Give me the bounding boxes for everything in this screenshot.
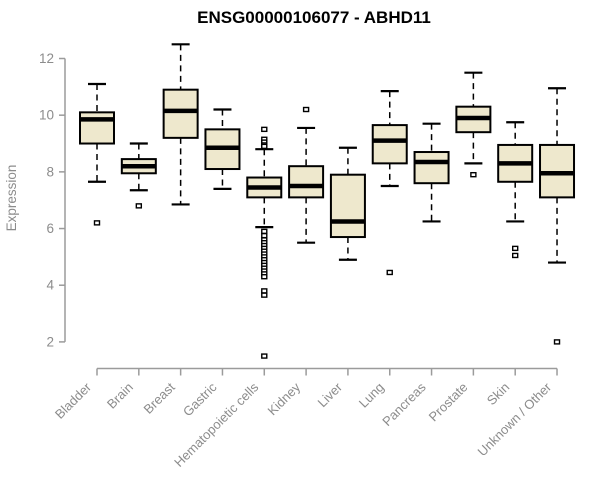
outlier-point (386, 269, 393, 276)
y-tick-label: 10 (39, 108, 54, 123)
iqr-box (288, 165, 325, 199)
x-category-label: Breast (141, 379, 178, 416)
x-category-label: Gastric (180, 379, 220, 419)
outlier-point (261, 274, 268, 280)
boxplot-skin (497, 121, 534, 259)
iqr-box (413, 151, 450, 185)
outlier-point (512, 252, 519, 259)
outlier-point (553, 339, 561, 345)
boxplot-prostate (455, 71, 492, 178)
x-category-label: Prostate (426, 380, 471, 425)
boxplot-unknown-other (539, 87, 576, 345)
outlier-point (261, 232, 268, 239)
iqr-box (79, 111, 115, 145)
iqr-box (329, 173, 366, 239)
x-category-label: Lung (356, 380, 387, 411)
x-category-label: Brain (104, 380, 136, 412)
iqr-box (371, 124, 408, 165)
boxplot-hematopoietic-cells (246, 126, 283, 359)
iqr-box (162, 88, 199, 139)
boxplot-pancreas (413, 122, 450, 223)
outlier-point (135, 203, 143, 209)
boxplot-liver (329, 146, 366, 261)
outlier-point (261, 288, 268, 294)
y-axis: 2 4 6 8 10 12 Expression (4, 51, 66, 349)
outlier-point (470, 171, 477, 178)
outlier-point (302, 106, 310, 113)
outlier-point (261, 228, 268, 235)
outlier-point (512, 245, 519, 252)
outlier-point (261, 143, 268, 150)
y-tick-label: 4 (46, 278, 54, 293)
y-tick-label: 12 (39, 51, 54, 66)
x-category-label: Unknown / Other (475, 379, 555, 459)
boxplot-breast (162, 43, 199, 206)
boxplot-gastric (204, 108, 241, 190)
boxplot-bladder (79, 82, 115, 226)
x-category-label: Pancreas (379, 379, 429, 429)
outlier-point (93, 220, 101, 226)
boxplot-kidney (288, 106, 325, 244)
y-axis-title: Expression (4, 165, 19, 232)
x-category-label: Bladder (52, 379, 95, 422)
outlier-point (261, 292, 268, 298)
outlier-point (261, 353, 268, 359)
y-tick-label: 8 (46, 164, 54, 179)
outlier-point (261, 126, 268, 133)
chart-title: ENSG00000106077 - ABHD11 (197, 8, 431, 27)
y-tick-label: 6 (46, 221, 54, 236)
x-category-label: Skin (484, 380, 512, 408)
y-tick-label: 2 (46, 334, 54, 349)
boxplot-brain (120, 142, 157, 209)
x-category-label: Kidney (265, 379, 304, 418)
boxplot-lung (371, 89, 408, 276)
x-category-label: Liver (315, 379, 346, 410)
